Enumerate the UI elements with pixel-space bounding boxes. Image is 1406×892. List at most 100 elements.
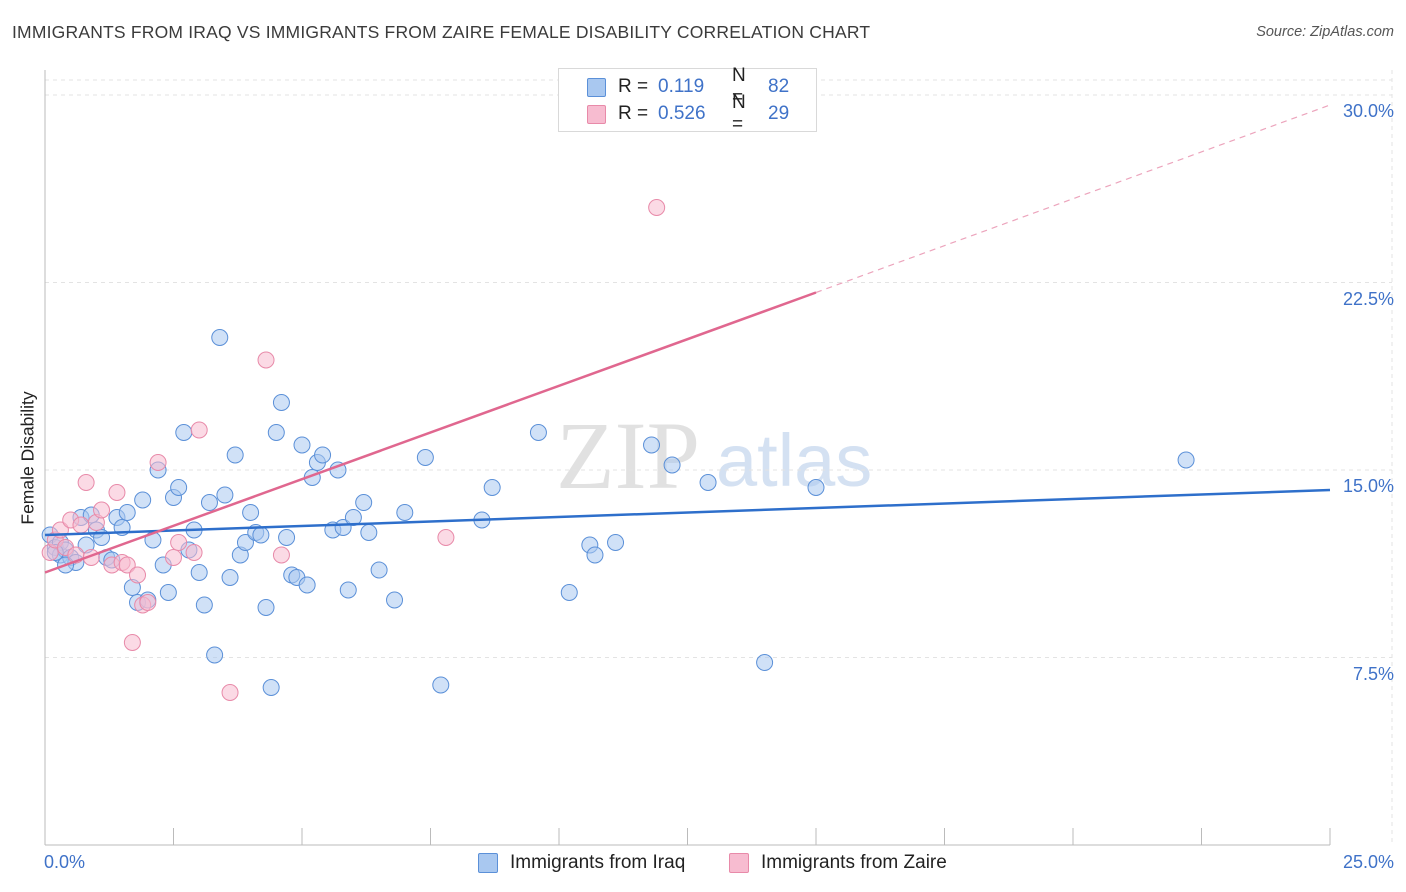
- data-points: [41, 199, 1195, 701]
- correlation-legend: R = 0.119 N = 82 R = 0.526 N = 29: [558, 65, 817, 135]
- point-zaire: [77, 474, 95, 491]
- point-iraq: [396, 504, 414, 521]
- point-iraq: [200, 494, 218, 511]
- point-iraq: [360, 524, 378, 541]
- point-iraq: [339, 581, 357, 599]
- point-iraq: [272, 394, 290, 411]
- point-iraq: [216, 486, 234, 504]
- point-iraq: [195, 596, 213, 614]
- point-zaire: [149, 454, 167, 471]
- point-iraq: [278, 529, 296, 546]
- legend-row-iraq: R = 0.119 N = 82: [587, 65, 790, 108]
- point-zaire: [257, 351, 275, 369]
- point-iraq: [221, 569, 239, 586]
- point-zaire: [185, 544, 203, 561]
- point-iraq: [586, 546, 604, 564]
- legend-r-value: 0.526: [658, 103, 706, 124]
- legend-swatch-iraq: [587, 77, 606, 97]
- point-iraq: [807, 479, 825, 496]
- point-iraq: [314, 446, 332, 464]
- point-zaire: [190, 421, 208, 439]
- point-zaire: [437, 529, 455, 546]
- y-tick-label: 22.5%: [1342, 288, 1394, 309]
- legend-row-zaire: R = 0.526 N = 29: [587, 92, 790, 135]
- point-zaire: [221, 684, 239, 701]
- axes: [44, 70, 1331, 846]
- point-iraq: [293, 436, 311, 454]
- point-iraq: [206, 646, 224, 664]
- x-tick-label-min: 0.0%: [44, 852, 86, 872]
- trend-lines: [44, 104, 1331, 574]
- point-iraq: [226, 446, 244, 464]
- point-iraq: [370, 561, 388, 579]
- legend-n-label: N =: [732, 92, 746, 135]
- point-iraq: [483, 479, 501, 496]
- point-iraq: [756, 654, 774, 671]
- legend-n-value: 82: [768, 76, 790, 97]
- bottom-legend-label-zaire: Immigrants from Zaire: [761, 852, 947, 873]
- point-zaire: [165, 549, 182, 566]
- y-tick-label: 7.5%: [1352, 663, 1394, 684]
- bottom-legend-zaire: Immigrants from Zaire: [729, 852, 947, 874]
- chart-title: IMMIGRANTS FROM IRAQ VS IMMIGRANTS FROM …: [12, 22, 871, 42]
- point-iraq: [663, 456, 681, 474]
- point-iraq: [298, 576, 316, 594]
- point-iraq: [236, 534, 254, 551]
- point-zaire: [72, 516, 90, 534]
- bottom-legend-label-iraq: Immigrants from Iraq: [510, 852, 686, 873]
- point-iraq: [699, 474, 717, 491]
- y-tick-label: 15.0%: [1342, 476, 1394, 496]
- legend-swatch-zaire: [587, 104, 606, 124]
- source-label: Source: ZipAtlas.com: [1256, 24, 1394, 40]
- point-iraq: [643, 436, 661, 454]
- point-iraq: [386, 591, 404, 609]
- point-iraq: [267, 424, 285, 441]
- watermark: ZIP atlas: [556, 402, 872, 509]
- point-iraq: [1177, 451, 1195, 469]
- trend-line-zaire-extension: [815, 104, 1331, 294]
- point-iraq: [242, 504, 260, 521]
- legend-r-label: R =: [618, 103, 649, 124]
- point-iraq: [252, 526, 270, 544]
- point-iraq: [607, 534, 625, 551]
- point-iraq: [118, 504, 136, 521]
- legend-r-label: R =: [618, 76, 649, 97]
- point-iraq: [344, 509, 362, 526]
- grid-lines: [45, 70, 1393, 845]
- point-zaire: [123, 634, 141, 651]
- trend-line-iraq: [44, 488, 1331, 537]
- point-iraq: [416, 449, 434, 466]
- point-zaire: [129, 566, 147, 584]
- x-tick-label-max: 25.0%: [1342, 852, 1394, 872]
- point-zaire: [139, 594, 157, 611]
- legend-r-value: 0.119: [658, 76, 705, 97]
- legend-n-value: 29: [768, 103, 790, 124]
- watermark-zip: ZIP: [556, 402, 700, 509]
- watermark-atlas: atlas: [716, 419, 872, 502]
- point-zaire: [108, 484, 126, 501]
- point-iraq: [529, 424, 547, 441]
- point-iraq: [262, 679, 280, 696]
- point-zaire: [93, 501, 111, 519]
- y-tick-label: 30.0%: [1342, 101, 1394, 121]
- bottom-legend-iraq: Immigrants from Iraq: [478, 852, 685, 874]
- point-iraq: [432, 676, 450, 694]
- point-iraq: [211, 329, 229, 346]
- point-zaire: [648, 199, 666, 216]
- legend-n-label: N =: [732, 65, 746, 108]
- point-iraq: [170, 479, 188, 496]
- trend-line-zaire: [44, 291, 817, 574]
- point-zaire: [170, 534, 188, 551]
- point-iraq: [175, 424, 193, 441]
- point-iraq: [190, 564, 208, 581]
- point-iraq: [257, 599, 275, 616]
- y-axis-label: Female Disability: [17, 391, 38, 525]
- point-iraq: [355, 494, 373, 511]
- point-zaire: [272, 546, 290, 564]
- point-zaire: [118, 556, 136, 574]
- point-iraq: [134, 491, 152, 509]
- point-iraq: [159, 584, 177, 601]
- bottom-legend-swatch-zaire: [729, 853, 749, 873]
- point-iraq: [560, 584, 578, 601]
